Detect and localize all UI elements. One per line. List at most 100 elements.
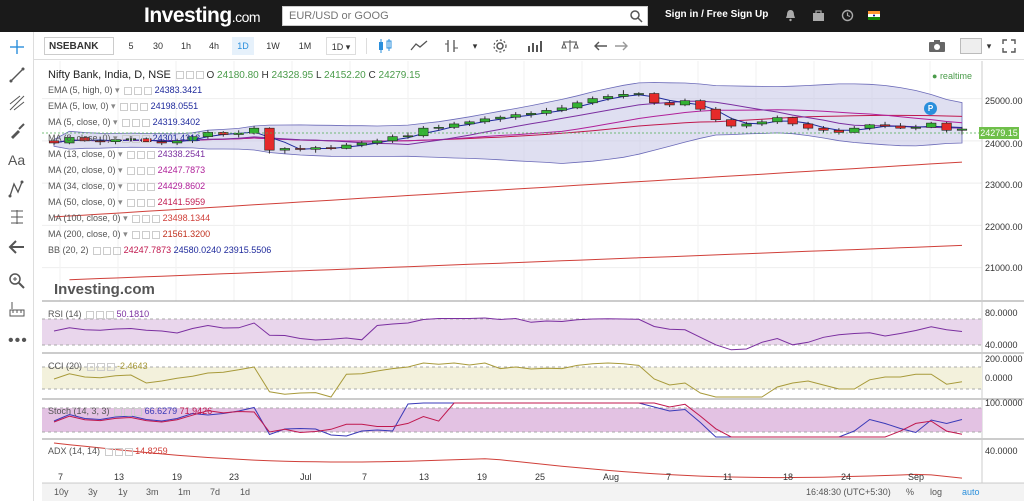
candle-body[interactable]	[633, 93, 644, 95]
legend-settings[interactable]	[137, 198, 146, 207]
candle-body[interactable]	[910, 127, 921, 129]
range-1y[interactable]: 1y	[118, 487, 128, 497]
fibonacci-icon[interactable]	[8, 208, 26, 226]
candle-body[interactable]	[803, 123, 814, 129]
candle-body[interactable]	[556, 107, 567, 111]
legend-settings[interactable]	[96, 362, 105, 371]
legend-toggle[interactable]	[127, 150, 136, 159]
signin-link[interactable]: Sign in / Free Sign Up	[665, 9, 769, 20]
back-arrow-icon[interactable]	[8, 238, 26, 256]
candle-body[interactable]	[941, 122, 952, 131]
candle-body[interactable]	[618, 94, 629, 97]
candle-body[interactable]	[541, 110, 552, 114]
candle-body[interactable]	[233, 132, 244, 135]
percent-toggle[interactable]: %	[906, 487, 915, 497]
candle-body[interactable]	[202, 132, 213, 137]
candle-body[interactable]	[372, 140, 383, 144]
candle-body[interactable]	[479, 118, 490, 123]
search-box[interactable]	[282, 6, 648, 26]
interval-5[interactable]: 5	[128, 41, 134, 51]
candle-body[interactable]	[48, 140, 60, 144]
interval-1m[interactable]: 1M	[298, 41, 312, 51]
investing-logo[interactable]: Investing.com	[144, 4, 261, 27]
candle-body[interactable]	[79, 137, 90, 142]
search-icon[interactable]	[629, 9, 643, 23]
candle-body[interactable]	[926, 122, 937, 128]
candle-body[interactable]	[787, 117, 798, 125]
legend-toggle[interactable]	[122, 118, 131, 127]
candle-body[interactable]	[510, 114, 521, 118]
legend-toggle[interactable]	[127, 198, 136, 207]
legend-close[interactable]	[195, 71, 204, 80]
legend-close[interactable]	[106, 310, 115, 319]
legend-toggle[interactable]	[122, 134, 131, 143]
legend-toggle[interactable]	[114, 407, 123, 416]
candle-body[interactable]	[325, 147, 337, 149]
legend-settings[interactable]	[114, 447, 123, 456]
candle-body[interactable]	[879, 124, 891, 127]
candle-body[interactable]	[464, 121, 475, 125]
candle-body[interactable]	[572, 102, 583, 109]
range-1m[interactable]: 1m	[178, 487, 191, 497]
legend-toggle[interactable]	[127, 182, 136, 191]
candle-body[interactable]	[587, 98, 598, 104]
candle-body[interactable]	[449, 123, 460, 128]
candle-body[interactable]	[495, 116, 506, 120]
legend-close[interactable]	[147, 150, 156, 159]
legend-settings[interactable]	[96, 310, 105, 319]
legend-settings[interactable]	[137, 166, 146, 175]
legend-toggle[interactable]	[132, 214, 141, 223]
candle-body[interactable]	[341, 144, 352, 149]
candle-body[interactable]	[248, 127, 260, 134]
candle-body[interactable]	[156, 141, 167, 144]
candle-body[interactable]	[833, 129, 844, 133]
legend-settings[interactable]	[142, 214, 151, 223]
measure-icon[interactable]	[8, 300, 26, 318]
candle-body[interactable]	[726, 119, 737, 127]
legend-toggle[interactable]	[86, 310, 95, 319]
range-3m[interactable]: 3m	[146, 487, 159, 497]
legend-settings[interactable]	[132, 134, 141, 143]
trendline-icon[interactable]	[8, 66, 26, 84]
zoom-in-icon[interactable]	[8, 272, 26, 290]
candle-body[interactable]	[602, 96, 614, 99]
legend-close[interactable]	[147, 182, 156, 191]
interval-1h[interactable]: 1h	[180, 41, 191, 51]
candle-body[interactable]	[864, 124, 875, 129]
candle-body[interactable]	[664, 102, 675, 106]
price-marker-badge[interactable]: P	[924, 102, 937, 115]
settings-gear-icon[interactable]	[492, 38, 508, 54]
legend-close[interactable]	[142, 134, 151, 143]
candle-body[interactable]	[526, 113, 537, 115]
candle-body[interactable]	[433, 127, 444, 129]
candle-body[interactable]	[895, 125, 906, 129]
layout-dropdown-icon[interactable]: ▾	[986, 41, 992, 51]
legend-toggle[interactable]	[124, 86, 133, 95]
candle-body[interactable]	[695, 100, 706, 110]
candle-body[interactable]	[172, 140, 183, 144]
candle-body[interactable]	[649, 93, 660, 104]
pitchfork-icon[interactable]	[8, 94, 26, 112]
candle-body[interactable]	[710, 108, 721, 121]
candle-body[interactable]	[187, 136, 198, 142]
auto-toggle[interactable]: auto	[962, 487, 980, 497]
legend-close[interactable]	[134, 407, 143, 416]
candle-body[interactable]	[356, 142, 367, 146]
legend-settings[interactable]	[132, 118, 141, 127]
candle-body[interactable]	[818, 127, 829, 131]
indicators-dropdown-icon[interactable]: ▾	[472, 41, 478, 51]
more-tools-icon[interactable]: •••	[8, 332, 28, 349]
search-input[interactable]	[283, 7, 613, 25]
candle-body[interactable]	[295, 148, 306, 150]
interval-30[interactable]: 30	[152, 41, 163, 51]
period-dropdown[interactable]: 1D ▾	[326, 37, 356, 55]
log-toggle[interactable]: log	[930, 487, 943, 497]
legend-settings[interactable]	[185, 71, 194, 80]
candle-body[interactable]	[264, 127, 275, 151]
symbol-input[interactable]: NSEBANK	[44, 37, 114, 55]
layout-selector[interactable]	[960, 38, 982, 54]
legend-toggle[interactable]	[127, 166, 136, 175]
text-tool-icon[interactable]: Aa	[8, 152, 26, 168]
india-flag-icon[interactable]	[868, 11, 880, 20]
undo-icon[interactable]	[594, 40, 608, 52]
